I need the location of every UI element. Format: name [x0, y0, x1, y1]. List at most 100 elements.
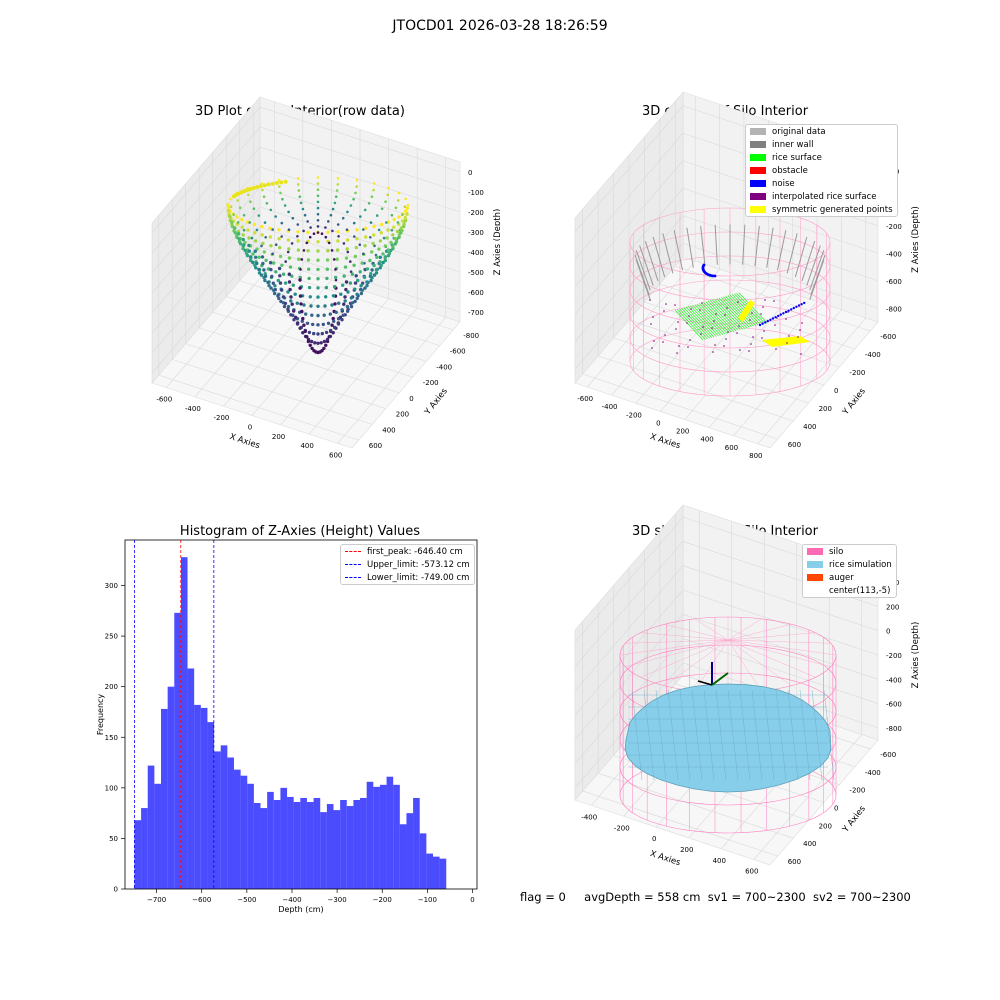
p1-point: [306, 258, 311, 262]
legend-label: symmetric generated points: [772, 204, 893, 215]
p1-point: [345, 304, 350, 309]
p2-y-tick-label: 600: [788, 441, 801, 449]
p1-point: [306, 249, 310, 253]
p1-point: [230, 220, 234, 224]
p3-y-tick-label: 250: [105, 633, 118, 641]
histogram-bar: [366, 781, 374, 889]
p1-point: [280, 235, 284, 238]
p1-point: [331, 207, 335, 211]
p1-point: [397, 191, 401, 195]
p4-x-tick-label: 200: [680, 846, 693, 854]
p1-point: [296, 230, 300, 234]
p1-point: [238, 242, 243, 246]
legend-label: inner wall: [772, 139, 814, 150]
p1-point: [361, 281, 365, 285]
p4-silo-roof: [640, 632, 729, 641]
legend-label: noise: [772, 178, 795, 189]
p1-point: [360, 288, 365, 292]
p1-point: [385, 236, 389, 240]
p2-interpolated-point: [763, 330, 765, 332]
p2-interpolated-point: [665, 303, 667, 305]
p2-z-tick-label: -800: [886, 305, 902, 313]
p1-point: [245, 188, 249, 193]
p1-grid-x: [166, 261, 275, 388]
p1-point: [316, 188, 320, 191]
legend-swatch: [750, 128, 766, 135]
p1-point: [235, 215, 239, 219]
p1-point: [278, 245, 282, 250]
p1-point: [306, 220, 310, 223]
p1-point: [298, 278, 302, 282]
p1-point: [339, 292, 343, 296]
p1-point: [282, 304, 287, 309]
p2-noise-point: [766, 319, 769, 323]
p1-point: [355, 292, 359, 296]
p1-point: [360, 261, 364, 265]
p1-point: [324, 226, 327, 229]
p4-x-tick-label: 0: [652, 835, 656, 843]
panel4-legend: silo rice simulation auger center(113,-5): [802, 544, 897, 598]
p4-silo-roof: [727, 639, 831, 667]
p1-point: [287, 210, 290, 214]
legend-item: inner wall: [746, 138, 897, 151]
p1-point: [387, 251, 392, 255]
p1-point: [278, 185, 281, 188]
p1-point: [337, 301, 341, 305]
p1-point: [394, 206, 398, 210]
p1-point: [293, 315, 298, 319]
legend-swatch: [750, 141, 766, 148]
p1-point: [300, 309, 304, 314]
p2-grid-y: [628, 319, 825, 386]
p3-y-tick-label: 50: [109, 835, 118, 843]
histogram-bar: [240, 775, 248, 889]
p1-point: [280, 221, 284, 225]
legend-item: rice surface: [746, 151, 897, 164]
p4-z-tick-label: -200: [886, 652, 902, 660]
p1-x-tick-label: 400: [300, 442, 313, 450]
p2-grid-z-left: [574, 188, 684, 315]
p1-point: [322, 339, 327, 344]
p2-x-tick-label: 0: [656, 419, 660, 427]
p1-grid-z-back: [259, 126, 461, 193]
p1-point: [367, 202, 371, 205]
p3-x-tick-label: −200: [373, 896, 392, 904]
p1-point: [298, 195, 302, 198]
p1-x-axis-label: X Axies: [228, 432, 261, 451]
p1-point: [264, 236, 268, 239]
p1-point: [255, 228, 259, 232]
p1-point: [324, 285, 329, 290]
p1-point: [226, 206, 231, 210]
p2-grid-z-back: [682, 187, 879, 254]
histogram-bar: [313, 797, 321, 889]
p2-x-tick-label: 400: [700, 436, 713, 444]
p2-interpolated-point: [649, 299, 651, 301]
p1-point: [312, 232, 316, 235]
p1-point: [271, 228, 275, 231]
p2-inner-wall: [742, 224, 746, 265]
p2-interpolated-point: [675, 328, 677, 330]
p1-point: [405, 212, 409, 216]
p2-y-tick-label: 400: [803, 423, 816, 431]
histogram-bar: [346, 806, 354, 889]
p2-inner-wall: [766, 227, 774, 268]
p4-rice-mesh: [655, 689, 667, 781]
p1-point: [362, 252, 365, 256]
p1-point: [363, 208, 367, 212]
p1-point: [350, 272, 355, 276]
p2-grid-y: [644, 301, 840, 368]
p1-point: [279, 180, 284, 185]
histogram-bar: [161, 708, 168, 889]
histogram-bar: [419, 833, 427, 889]
p4-grid-z-back: [682, 565, 879, 631]
p1-point: [260, 255, 265, 259]
p1-point: [316, 240, 320, 244]
p1-point: [274, 243, 278, 246]
p2-inner-wall: [810, 254, 826, 296]
p4-center-axis-x: [697, 680, 713, 686]
p1-point: [293, 292, 297, 296]
p2-interpolated-point: [773, 300, 775, 302]
p2-grid-y: [675, 265, 871, 332]
p1-point: [283, 179, 288, 184]
p2-interpolated-point: [690, 308, 692, 310]
p1-point: [237, 237, 241, 241]
